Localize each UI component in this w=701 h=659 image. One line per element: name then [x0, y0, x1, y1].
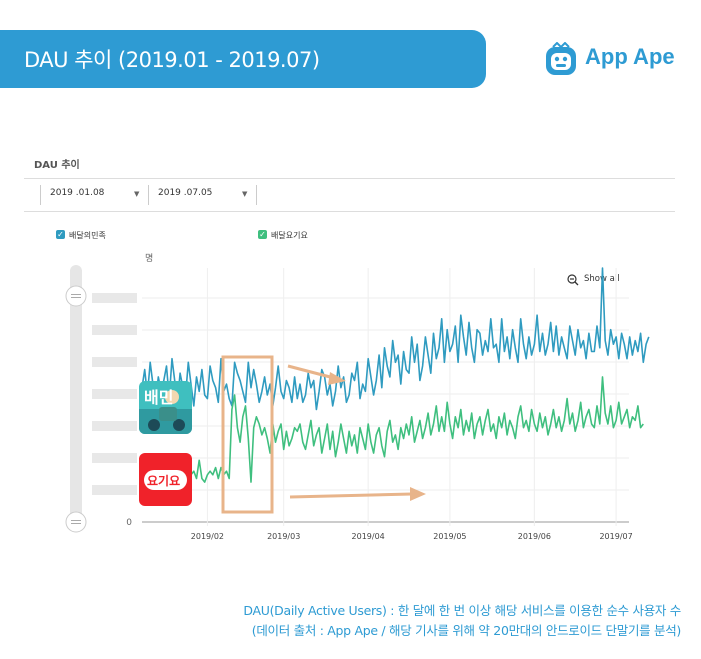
x-tick-label: 2019/04	[352, 532, 385, 541]
date-separator	[256, 185, 257, 205]
chevron-down-icon[interactable]: ▼	[134, 190, 140, 198]
range-slider-top-handle[interactable]	[65, 285, 87, 307]
footer-source: (데이터 출처 : App Ape / 해당 기사를 위해 약 20만대의 안드…	[251, 623, 682, 638]
x-tick-label: 2019/05	[433, 532, 466, 541]
x-tick-label: 2019/06	[518, 532, 551, 541]
blurred-y-label	[92, 357, 137, 367]
zoom-out-icon[interactable]	[567, 274, 579, 286]
chart-section-title: DAU 추이	[34, 160, 80, 171]
legend-baemin: 배달의민족	[69, 231, 106, 240]
blurred-y-label	[92, 389, 137, 399]
ape-face-icon	[546, 42, 576, 75]
start-date-select[interactable]: 2019 .01.08	[50, 188, 105, 198]
baemin-app-icon: 배민	[139, 381, 192, 434]
yogiyo-icon-label: 요기요	[147, 474, 181, 488]
highlight-box	[221, 355, 274, 514]
title-banner: DAU 추이 (2019.01 - 2019.07)	[0, 30, 486, 88]
blurred-y-label	[92, 485, 137, 495]
date-separator	[40, 185, 41, 205]
x-tick-label: 2019/03	[267, 532, 300, 541]
baemin-checkbox[interactable]: ✓	[56, 230, 65, 239]
end-date-select[interactable]: 2019 .07.05	[158, 188, 213, 198]
arrow-up-trend	[287, 364, 346, 385]
blurred-y-label	[92, 293, 137, 303]
blurred-y-label	[92, 421, 137, 431]
brand-name: App Ape	[585, 44, 675, 69]
date-separator	[148, 185, 149, 205]
blurred-y-label	[92, 325, 137, 335]
range-slider-rail[interactable]	[70, 265, 82, 523]
show-all-button[interactable]: Show all	[584, 274, 620, 284]
date-range-bar: 2019 .01.08 ▼ 2019 .07.05 ▼	[24, 178, 675, 212]
page-title: DAU 추이 (2019.01 - 2019.07)	[24, 48, 320, 72]
yogiyo-checkbox[interactable]: ✓	[258, 230, 267, 239]
series-line-baemin	[141, 267, 650, 411]
yogiyo-app-icon: 요기요	[139, 453, 192, 506]
x-tick-label: 2019/02	[191, 532, 224, 541]
y-tick-zero: 0	[126, 518, 132, 528]
arrow-right-trend	[289, 487, 426, 501]
footer-definition: DAU(Daily Active Users) : 한 달에 한 번 이상 해당…	[243, 603, 681, 618]
chevron-down-icon[interactable]: ▼	[242, 190, 248, 198]
range-slider-bottom-handle[interactable]	[65, 511, 87, 533]
legend-yogiyo: 배달요기요	[271, 231, 308, 240]
x-tick-label: 2019/07	[599, 532, 632, 541]
app-ape-logo: App Ape	[543, 42, 693, 82]
series-line-yogiyo	[141, 376, 644, 483]
y-axis-unit-label: 명	[145, 253, 153, 264]
baemin-icon-label: 배민	[144, 388, 174, 407]
blurred-y-label	[92, 453, 137, 463]
